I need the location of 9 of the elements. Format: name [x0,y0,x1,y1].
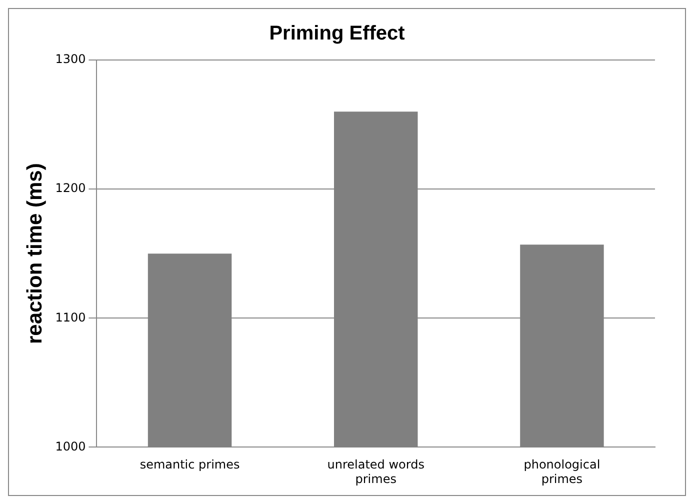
x-tick-label: semantic primes [140,458,240,472]
y-tick-label: 1000 [55,439,86,454]
y-axis-title: reaction time (ms) [23,163,46,344]
y-tick-label: 1200 [55,181,86,196]
y-tick-label: 1100 [55,310,86,324]
chart-title: Priming Effect [269,22,406,45]
y-tick-label: 1300 [55,52,86,66]
x-tick-label: phonological primes [524,458,600,486]
x-tick-label: unrelated words primes [327,458,424,486]
